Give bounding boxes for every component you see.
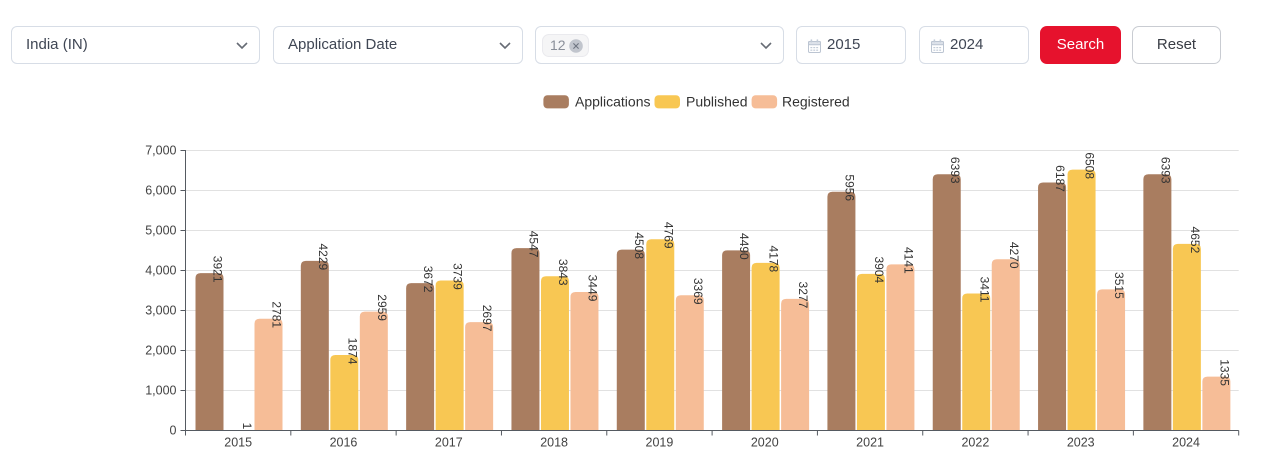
svg-text:3515: 3515 (1112, 272, 1126, 299)
svg-text:2017: 2017 (435, 436, 463, 450)
svg-text:Applications: Applications (575, 94, 651, 110)
svg-text:7,000: 7,000 (145, 144, 176, 158)
svg-text:2,000: 2,000 (145, 344, 176, 358)
svg-text:3672: 3672 (421, 266, 435, 293)
svg-text:4229: 4229 (316, 243, 330, 270)
svg-text:2016: 2016 (330, 436, 358, 450)
svg-text:4547: 4547 (526, 231, 540, 258)
svg-text:6393: 6393 (948, 157, 962, 184)
svg-text:3277: 3277 (796, 282, 810, 309)
svg-text:3904: 3904 (872, 256, 886, 283)
svg-text:4508: 4508 (632, 232, 646, 259)
svg-text:2020: 2020 (751, 436, 779, 450)
svg-text:3449: 3449 (585, 275, 599, 302)
svg-text:3,000: 3,000 (145, 304, 176, 318)
svg-text:4,000: 4,000 (145, 264, 176, 278)
svg-text:2022: 2022 (961, 436, 989, 450)
svg-text:1: 1 (240, 423, 254, 430)
svg-text:2018: 2018 (540, 436, 568, 450)
svg-text:3411: 3411 (977, 277, 991, 303)
svg-text:2697: 2697 (480, 305, 494, 332)
svg-text:2781: 2781 (270, 301, 284, 328)
svg-text:Registered: Registered (782, 94, 850, 110)
svg-text:6508: 6508 (1083, 152, 1097, 179)
svg-text:2023: 2023 (1067, 436, 1095, 450)
svg-text:1335: 1335 (1217, 359, 1231, 386)
svg-text:2015: 2015 (224, 436, 252, 450)
svg-text:1874: 1874 (345, 338, 359, 365)
svg-text:4178: 4178 (767, 246, 781, 273)
svg-text:6,000: 6,000 (145, 184, 176, 198)
svg-text:2019: 2019 (646, 436, 674, 450)
svg-text:Published: Published (686, 94, 748, 110)
svg-text:6393: 6393 (1158, 157, 1172, 184)
svg-text:2021: 2021 (856, 436, 884, 450)
svg-text:4141: 4141 (901, 247, 915, 274)
svg-text:4769: 4769 (661, 222, 675, 249)
svg-text:3739: 3739 (451, 263, 465, 290)
svg-text:3921: 3921 (211, 256, 225, 283)
svg-text:5956: 5956 (842, 174, 856, 201)
svg-text:1,000: 1,000 (145, 384, 176, 398)
svg-text:4270: 4270 (1007, 242, 1021, 269)
svg-text:3843: 3843 (556, 259, 570, 286)
svg-text:4652: 4652 (1188, 227, 1202, 254)
svg-text:2024: 2024 (1172, 436, 1200, 450)
svg-text:5,000: 5,000 (145, 224, 176, 238)
svg-text:6187: 6187 (1053, 165, 1067, 192)
svg-text:2959: 2959 (375, 294, 389, 321)
svg-text:4490: 4490 (737, 233, 751, 260)
svg-text:3369: 3369 (691, 278, 705, 305)
svg-text:0: 0 (170, 424, 177, 438)
